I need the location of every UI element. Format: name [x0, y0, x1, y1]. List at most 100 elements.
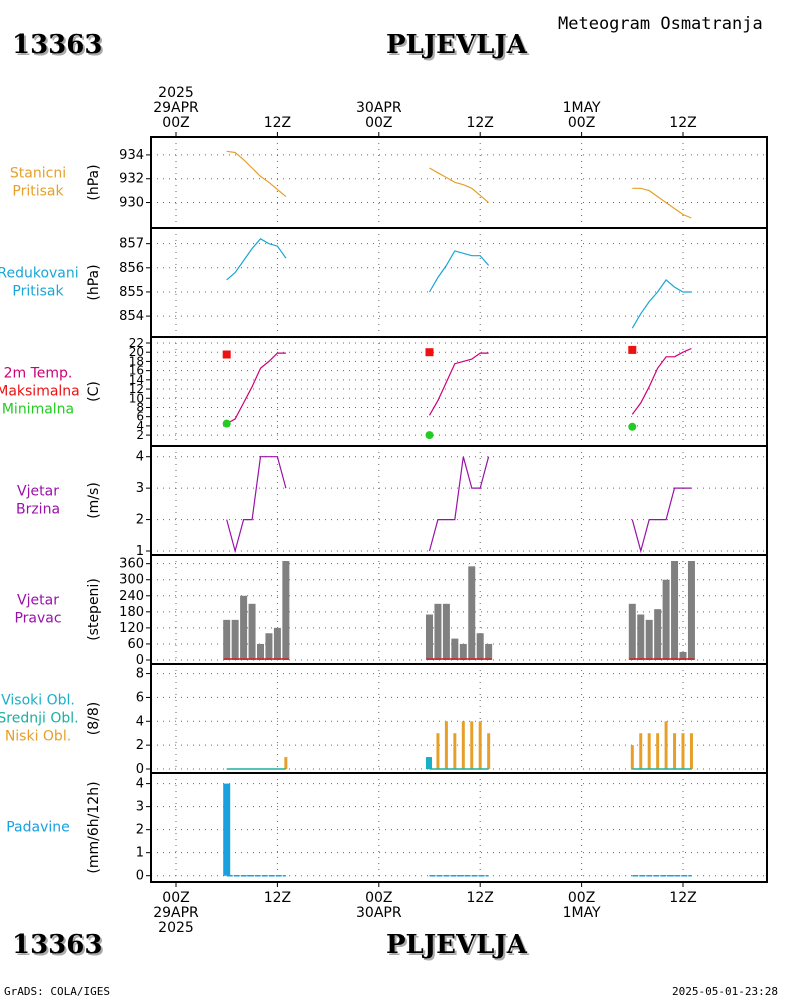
y-tick-label: 300	[119, 573, 144, 588]
bottom-tick-label: 29APR	[153, 905, 199, 921]
wind-direction-bar	[679, 651, 687, 660]
top-tick-label: 00Z	[162, 115, 189, 131]
top-tick-label: 29APR	[153, 100, 199, 116]
y-axis-unit-label: (stepeni)	[86, 578, 102, 641]
panel-frame	[150, 136, 768, 229]
wind-direction-bar	[687, 561, 695, 660]
panel-left-label: Minimalna	[2, 402, 74, 418]
y-tick-label: 2	[136, 823, 144, 838]
wind-direction-bar	[645, 619, 653, 660]
y-axis-unit-label: (m/s)	[86, 482, 102, 519]
y-tick-label: 22	[129, 336, 144, 350]
top-tick-label: 00Z	[365, 115, 392, 131]
low-cloud-bar	[630, 745, 634, 769]
y-tick-label: 360	[119, 557, 144, 572]
low-cloud-bar	[444, 721, 448, 769]
wind-direction-bar	[282, 561, 290, 660]
grads-credit: GrADS: COLA/IGES	[4, 985, 110, 998]
y-tick-label: 0	[136, 653, 144, 668]
bottom-tick-label: 30APR	[356, 905, 402, 921]
bottom-tick-label: 12Z	[264, 890, 291, 906]
panel-left-label: Pritisak	[12, 284, 64, 300]
y-tick-label: 4	[136, 777, 144, 792]
y-tick-label: 4	[136, 450, 144, 465]
top-tick-label: 12Z	[264, 115, 291, 131]
min-temp-marker	[628, 422, 637, 431]
bottom-tick-label: 00Z	[162, 890, 189, 906]
panel-left-label: Niski Obl.	[5, 729, 71, 745]
y-tick-label: 2	[136, 738, 144, 753]
y-tick-label: 857	[119, 237, 144, 252]
station-name-bottom: PLJEVLJA	[386, 930, 527, 960]
precip-bar	[223, 783, 231, 876]
max-temp-marker	[628, 345, 637, 354]
panel-left-label: Srednji Obl.	[0, 711, 79, 727]
panel-left-label: Padavine	[6, 820, 70, 836]
panel-station-pressure: 930 932 934 Stanicni Pritisak (hPa)	[10, 136, 768, 229]
low-cloud-bar	[639, 733, 643, 769]
y-tick-label: 3	[136, 800, 144, 815]
panel-frame	[150, 336, 768, 447]
y-axis-unit-label: (8/8)	[86, 702, 102, 735]
top-tick-label: 12Z	[669, 115, 696, 131]
wind-direction-bar	[451, 638, 459, 660]
min-temp-marker	[222, 419, 231, 428]
temperature-line	[428, 352, 489, 416]
panel-left-label: Visoki Obl.	[1, 693, 75, 709]
y-tick-label: 856	[119, 261, 144, 276]
y-tick-label: 6	[136, 410, 144, 424]
panel-left-label: Maksimalna	[0, 384, 80, 400]
y-tick-label: 854	[119, 309, 144, 324]
y-tick-label: 4	[136, 714, 144, 729]
min-temp-marker	[425, 431, 434, 440]
reduced-pressure-line	[631, 279, 692, 329]
top-tick-label: 2025	[158, 85, 194, 101]
bottom-tick-label: 12Z	[669, 890, 696, 906]
reduced-pressure-line	[226, 238, 287, 281]
y-tick-label: 18	[129, 354, 144, 368]
station-pressure-line	[226, 150, 287, 198]
low-cloud-bar	[673, 733, 677, 769]
max-temp-marker	[222, 350, 231, 359]
low-cloud-bar	[656, 733, 660, 769]
y-tick-label: 0	[136, 869, 144, 884]
top-tick-label: 12Z	[466, 115, 493, 131]
reduced-pressure-line	[428, 250, 490, 293]
wind-speed-line	[428, 456, 490, 552]
wind-direction-bar	[442, 603, 450, 660]
y-axis-ticks: 1 2 3 4	[136, 450, 151, 559]
panel-left-label: Redukovani	[0, 266, 79, 282]
low-cloud-bar	[664, 721, 668, 769]
wind-direction-bar	[265, 633, 273, 660]
panel-left-label: Brzina	[16, 502, 60, 518]
station-id-top: 13363	[12, 30, 103, 60]
station-id-bottom: 13363	[12, 930, 103, 960]
panel-left-label: Vjetar	[17, 593, 59, 609]
y-tick-label: 932	[119, 172, 144, 187]
panel-precipitation: 0 1 2 3 4 Padavine (mm/6h/12h)	[6, 772, 768, 884]
y-tick-label: 3	[136, 481, 144, 496]
wind-direction-bar	[426, 614, 433, 660]
max-temp-marker	[425, 348, 434, 357]
bottom-tick-label: 00Z	[568, 890, 595, 906]
y-tick-label: 240	[119, 589, 144, 604]
low-cloud-bar	[453, 733, 457, 769]
y-tick-label: 930	[119, 196, 144, 211]
wind-direction-bar	[248, 603, 256, 660]
y-tick-label: 1	[136, 544, 144, 559]
y-axis-unit-label: (C)	[86, 381, 102, 402]
y-tick-label: 8	[136, 667, 144, 682]
temperature-line	[631, 347, 692, 415]
y-tick-label: 60	[127, 637, 144, 652]
y-tick-label: 12	[129, 382, 144, 396]
meteogram-subtitle: Meteogram Osmatranja	[558, 14, 763, 34]
y-tick-label: 20	[129, 345, 144, 359]
wind-direction-bar	[628, 603, 636, 660]
